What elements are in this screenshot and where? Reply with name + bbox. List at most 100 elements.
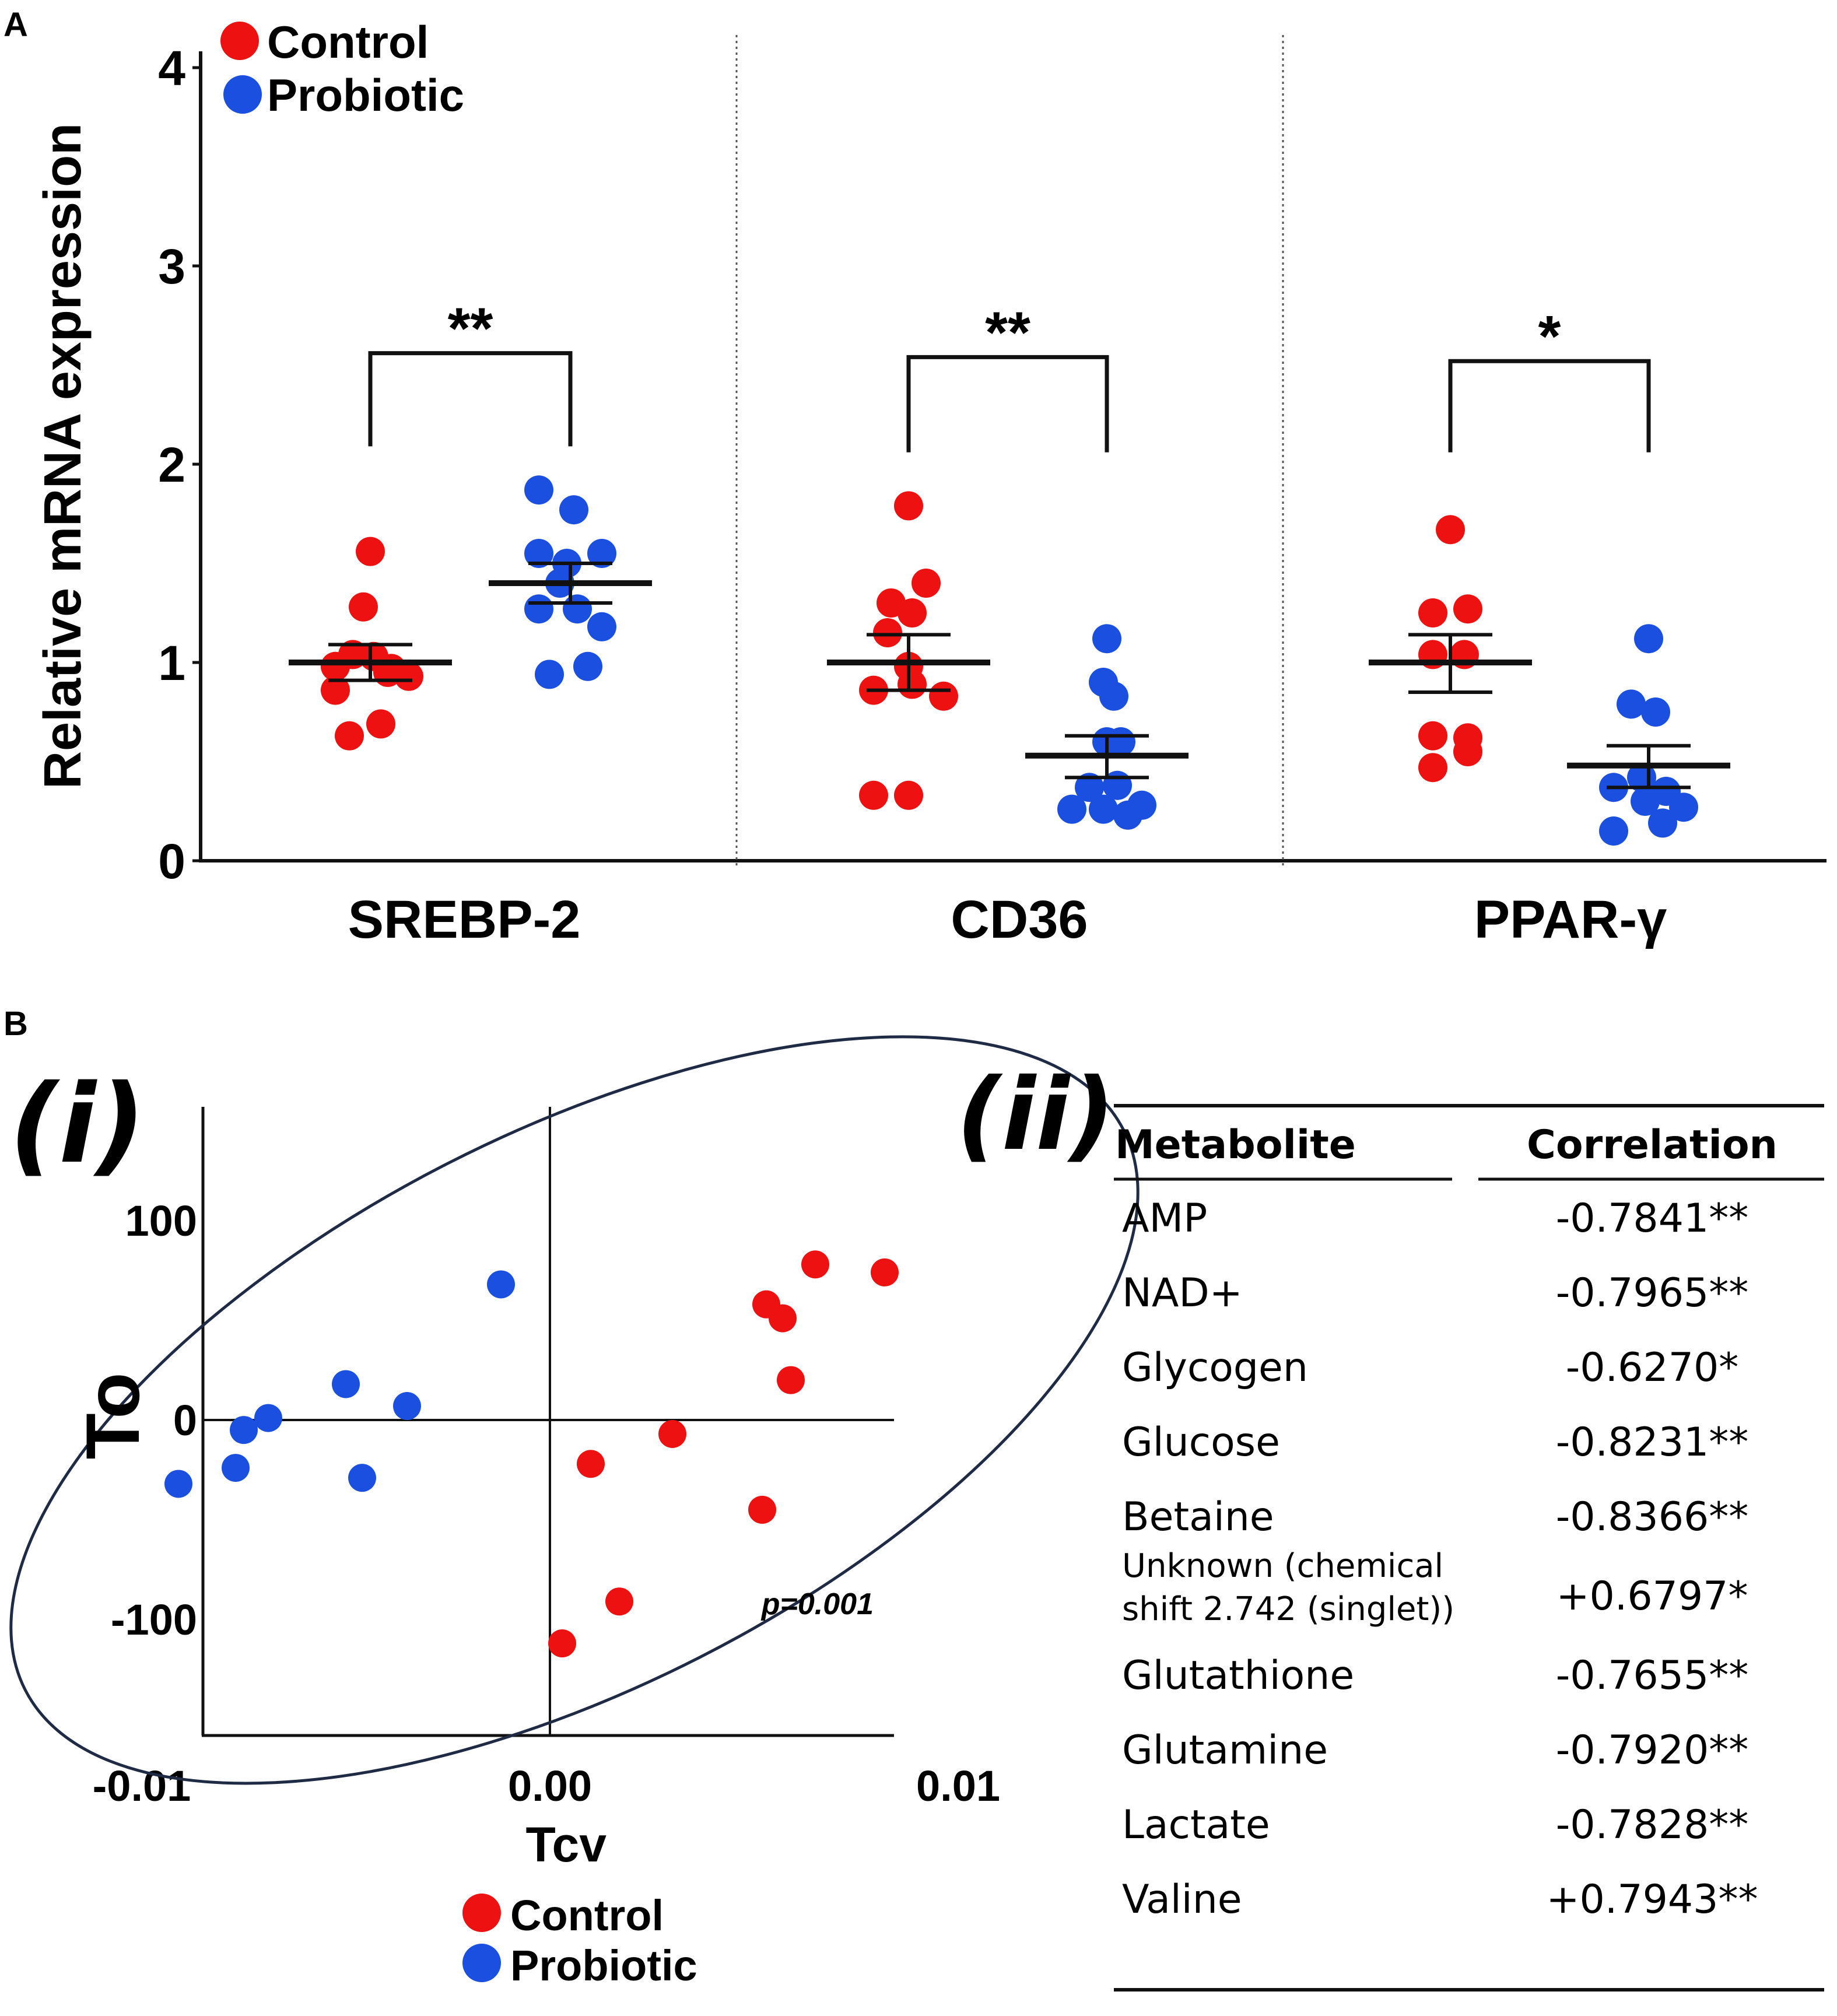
- category-label: SREBP-2: [348, 890, 581, 949]
- data-point-control: [1453, 737, 1482, 766]
- table-row: Glucose -0.8231**: [1122, 1419, 1748, 1465]
- metabolite-cell: NAD+: [1122, 1270, 1243, 1316]
- table-row: Betaine -0.8366**: [1122, 1494, 1748, 1540]
- score-point-probiotic: [222, 1454, 250, 1482]
- score-point-control: [801, 1250, 829, 1279]
- legend-control-label: Control: [510, 1891, 664, 1940]
- data-point-probiotic: [1634, 624, 1663, 654]
- panel-b-i-chart: -0.01 0.00 0.01 -100 0 100 p=0.001 Tcv To Con…: [9, 1035, 1140, 1990]
- panel-label-b: B: [3, 1005, 28, 1043]
- significance-bracket: [368, 351, 573, 447]
- legend-probiotic-label: Probiotic: [267, 69, 464, 121]
- data-point-control: [894, 780, 923, 810]
- y-tick-label: -100: [111, 1596, 197, 1644]
- data-point-probiotic: [1075, 773, 1104, 802]
- data-point-probiotic: [587, 612, 616, 641]
- legend-probiotic-marker: [462, 1944, 501, 1982]
- data-point-probiotic: [1089, 794, 1118, 824]
- data-point-probiotic: [524, 475, 553, 505]
- data-point-probiotic: [573, 651, 602, 681]
- significance-marker: **: [448, 296, 493, 362]
- correlation-cell: -0.7920**: [1556, 1727, 1748, 1773]
- metabolite-cell: Glutathione: [1122, 1653, 1354, 1699]
- score-point-probiotic: [230, 1416, 258, 1444]
- data-point-control: [929, 681, 958, 711]
- correlation-cell: -0.7828**: [1556, 1802, 1748, 1848]
- data-point-probiotic: [1127, 790, 1156, 820]
- score-point-probiotic: [348, 1464, 376, 1492]
- table-row: Glutathione -0.7655**: [1122, 1653, 1748, 1699]
- y-tick-label: 0: [158, 834, 185, 889]
- data-point-probiotic: [524, 539, 553, 568]
- category-label: CD36: [951, 890, 1088, 949]
- correlation-table: Metabolite Correlation AMP -0.7841** NAD+ -…: [1114, 1104, 1824, 1992]
- header-metabolite: Metabolite: [1115, 1122, 1356, 1168]
- data-point-control: [1418, 721, 1447, 751]
- score-point-control: [777, 1366, 805, 1394]
- correlation-cell: -0.8366**: [1556, 1494, 1748, 1540]
- correlation-cell: -0.7841**: [1556, 1195, 1748, 1242]
- data-point-control: [912, 569, 941, 598]
- y-axis-label: Relative mRNA expression: [34, 123, 92, 789]
- data-point-probiotic: [1617, 689, 1646, 719]
- legend-control-marker: [220, 22, 259, 60]
- score-point-probiotic: [164, 1470, 192, 1498]
- category-label: PPAR-γ: [1474, 890, 1667, 949]
- metabolite-cell: Unknown (chemical: [1122, 1547, 1443, 1585]
- data-point-probiotic: [1099, 681, 1128, 711]
- x-axis-label: Tcv: [525, 1817, 607, 1872]
- significance-marker: *: [1538, 304, 1561, 369]
- data-point-probiotic: [524, 594, 553, 624]
- panel-label-b-ii: (ii): [956, 1057, 1115, 1173]
- correlation-cell: -0.7965**: [1556, 1270, 1748, 1316]
- panel-label-a: A: [3, 6, 28, 44]
- data-point-control: [898, 598, 927, 627]
- score-point-probiotic: [332, 1370, 360, 1398]
- score-point-control: [748, 1495, 776, 1524]
- p-value-annotation: p=0.001: [760, 1587, 874, 1621]
- data-point-probiotic: [1648, 808, 1677, 838]
- data-point-control: [349, 592, 378, 622]
- table-row: Glutamine -0.7920**: [1122, 1727, 1748, 1773]
- score-point-probiotic: [393, 1392, 421, 1421]
- legend-control-marker: [462, 1894, 501, 1932]
- data-point-control: [873, 618, 902, 647]
- score-point-control: [577, 1450, 605, 1478]
- metabolite-cell: Valine: [1122, 1877, 1242, 1923]
- y-axis-label-to: To: [70, 1372, 155, 1459]
- metabolite-cell: Lactate: [1122, 1802, 1270, 1848]
- correlation-cell: +0.6797*: [1556, 1573, 1748, 1619]
- y-tick-label: 100: [125, 1197, 197, 1245]
- panel-a-chart: 0 1 2 3 4 Relative mRNA expression ** SREBP-2…: [34, 16, 1827, 949]
- table-row: Unknown (chemical shift 2.742 (singlet)) +…: [1122, 1547, 1748, 1628]
- legend-control-label: Control: [267, 16, 429, 68]
- y-tick-label: 0: [173, 1396, 197, 1444]
- data-point-control: [894, 491, 923, 521]
- data-point-control: [859, 780, 888, 810]
- score-point-control: [658, 1419, 686, 1448]
- data-point-control: [366, 709, 395, 739]
- data-point-control: [321, 675, 350, 705]
- y-tick-label: 2: [158, 437, 185, 492]
- score-point-control: [769, 1304, 797, 1333]
- panel-label-b-i: (i): [9, 1061, 146, 1187]
- data-point-control: [1436, 515, 1465, 545]
- legend-probiotic-marker: [223, 75, 262, 114]
- metabolite-cell: Glycogen: [1122, 1345, 1308, 1391]
- metabolite-cell: shift 2.742 (singlet)): [1122, 1590, 1454, 1628]
- table-row: NAD+ -0.7965**: [1122, 1270, 1748, 1316]
- data-point-probiotic: [1057, 794, 1086, 824]
- correlation-cell: -0.6270*: [1566, 1345, 1738, 1391]
- data-point-probiotic: [587, 539, 616, 568]
- score-point-control: [871, 1258, 899, 1286]
- score-point-probiotic: [254, 1404, 282, 1432]
- significance-bracket: [1448, 359, 1651, 453]
- data-point-probiotic: [559, 495, 588, 525]
- data-point-probiotic: [1669, 793, 1698, 822]
- score-point-control: [605, 1587, 633, 1616]
- y-tick-label: 3: [158, 239, 185, 294]
- table-row: Lactate -0.7828**: [1122, 1802, 1748, 1848]
- metabolite-cell: Glucose: [1122, 1419, 1280, 1465]
- data-point-probiotic: [1641, 697, 1670, 727]
